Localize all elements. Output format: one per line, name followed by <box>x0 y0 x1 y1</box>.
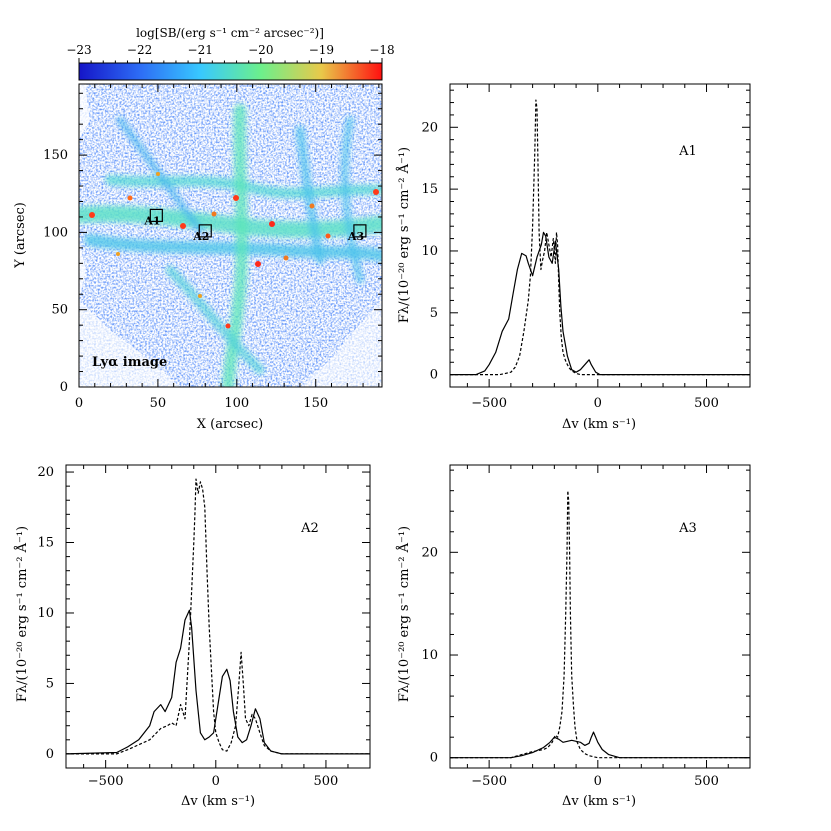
region-label-a1: A1 <box>143 214 160 227</box>
panel-A3-series-solid <box>450 731 750 759</box>
panel-A1-frame <box>449 83 751 388</box>
region-label-a2: A2 <box>192 230 209 243</box>
panel-A3-series-dashed <box>450 490 750 759</box>
lya-image <box>79 84 382 387</box>
panel-A2-series-solid <box>65 609 370 755</box>
panel-A2-ytick-label: 20 <box>37 465 54 480</box>
colorbar-tick-label: −22 <box>127 43 152 57</box>
panel-A1-ylabel: Fλ/(10⁻²⁰ erg s⁻¹ cm⁻² Å⁻¹) <box>396 147 412 323</box>
panel-A1-ytick-label: 5 <box>430 306 438 321</box>
region-box-a1 <box>149 208 163 223</box>
panel-A3-ytick-label: 0 <box>430 751 438 766</box>
image-frame: 0 50 100 150 0 50 100 150 A1 A2 A3 Lyα image X (a… <box>13 83 383 432</box>
panel-A3-ytick-label: 10 <box>421 648 438 663</box>
panel-A2-series-dashed <box>66 478 370 755</box>
panel-A1-xtick-label: 500 <box>694 396 719 411</box>
panel-A3-ytick-label: 20 <box>421 545 438 560</box>
colorbar-label: log[SB/(erg s⁻¹ cm⁻² arcsec⁻²)] <box>136 26 324 40</box>
panel-A2-xlabel: Δv (km s⁻¹) <box>181 794 255 809</box>
panel-A2-xtick-label: −500 <box>88 774 124 789</box>
image-xtick-label: 100 <box>224 396 249 411</box>
image-empty-right-bottom <box>300 300 382 387</box>
image-xtick-label: 0 <box>75 396 83 411</box>
image-ylabel: Y (arcsec) <box>13 202 28 269</box>
panel-A2-ylabel: Fλ/(10⁻²⁰ erg s⁻¹ cm⁻² Å⁻¹) <box>14 526 30 702</box>
colorbar-tick-label: −21 <box>188 43 213 57</box>
panel-A2-xtick-label: 0 <box>212 774 220 789</box>
image-xtick-label: 50 <box>150 396 167 411</box>
image-annotation: Lyα image <box>92 355 167 370</box>
colorbar-tick-label: −20 <box>248 43 273 57</box>
panel-A1-ytick-label: 0 <box>430 368 438 383</box>
panel-A3-xtick-label: 0 <box>594 774 602 789</box>
panel-A2-frame <box>65 464 371 769</box>
panel-A1-ytick-label: 10 <box>421 244 438 259</box>
colorbar: log[SB/(erg s⁻¹ cm⁻² arcsec⁻²)] −23 −22 −2… <box>66 26 395 81</box>
panel-A2-ytick-label: 5 <box>46 676 54 691</box>
panel-A1-series-solid <box>450 231 750 376</box>
panel-A1-label: A1 <box>678 144 697 159</box>
panel-A3-label: A3 <box>678 521 697 536</box>
image-empty-bottom-left <box>79 300 180 387</box>
region-box-a3 <box>353 224 367 238</box>
colorbar-tick-label: −19 <box>309 43 334 57</box>
panel-A2-xtick-label: 500 <box>314 774 339 789</box>
panel-A3: A3 Δv (km s⁻¹) Fλ/(10⁻²⁰ erg s⁻¹ cm⁻² Å⁻… <box>396 464 751 809</box>
panel-A3-xtick-label: −500 <box>471 774 507 789</box>
panel-A2-ytick-label: 0 <box>46 747 54 762</box>
panel-A2-label: A2 <box>300 521 319 536</box>
panel-A3-xlabel: Δv (km s⁻¹) <box>562 794 636 809</box>
panel-A2: A2 Δv (km s⁻¹) Fλ/(10⁻²⁰ erg s⁻¹ cm⁻² Å⁻… <box>14 464 371 809</box>
bright-knots <box>89 172 379 329</box>
region-box-a2 <box>198 224 212 238</box>
image-xlabel: X (arcsec) <box>197 417 263 432</box>
panel-A1-xtick-label: −500 <box>471 396 507 411</box>
panel-A1-xlabel: Δv (km s⁻¹) <box>562 417 636 432</box>
filaments <box>79 104 382 387</box>
region-label-a3: A3 <box>347 230 364 243</box>
image-ytick-label: 50 <box>51 303 68 318</box>
panel-A2-ytick-label: 10 <box>37 606 54 621</box>
image-ytick-label: 0 <box>60 380 68 395</box>
image-ytick-label: 100 <box>43 225 68 240</box>
panel-A2-ytick-label: 15 <box>37 536 54 551</box>
panel-A1-series-dashed <box>450 99 750 376</box>
image-xtick-label: 150 <box>303 396 328 411</box>
colorbar-tick-label: −23 <box>66 43 91 57</box>
panel-A1-ytick-label: 15 <box>421 182 438 197</box>
panel-A1: A1 Δv (km s⁻¹) Fλ/(10⁻²⁰ erg s⁻¹ cm⁻² Å⁻… <box>396 83 751 432</box>
panel-A3-ylabel: Fλ/(10⁻²⁰ erg s⁻¹ cm⁻² Å⁻¹) <box>396 526 412 702</box>
panel-A3-xtick-label: 500 <box>694 774 719 789</box>
image-ytick-label: 150 <box>43 148 68 163</box>
panel-A1-ytick-label: 20 <box>421 120 438 135</box>
colorbar-gradient <box>78 62 383 81</box>
colorbar-tick-label: −18 <box>369 43 394 57</box>
panel-A1-xtick-label: 0 <box>594 396 602 411</box>
panel-A3-frame <box>449 464 751 769</box>
